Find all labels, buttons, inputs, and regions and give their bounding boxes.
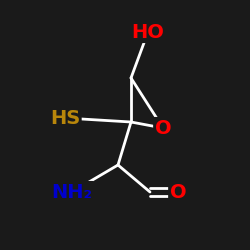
Text: HO: HO [132, 22, 164, 42]
Text: O: O [155, 118, 171, 138]
Text: NH₂: NH₂ [52, 182, 92, 202]
Text: O: O [170, 182, 186, 202]
Text: HS: HS [50, 108, 80, 128]
